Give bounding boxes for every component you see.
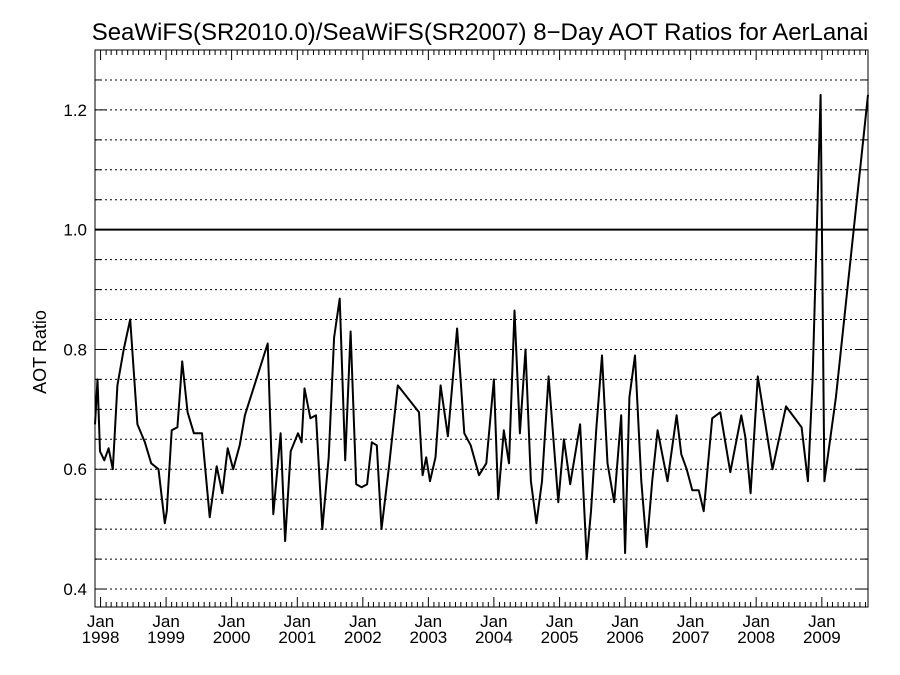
x-tick-year-label: 2008 [737,628,775,647]
x-tick-labels: Jan1998Jan1999Jan2000Jan2001Jan2002Jan20… [82,612,841,647]
series-line [94,93,869,561]
chart-title: SeaWiFS(SR2010.0)/SeaWiFS(SR2007) 8−Day … [92,19,869,46]
y-axis-label: AOT Ratio [30,310,50,394]
x-tick-month-label: Jan [152,612,179,631]
x-tick-year-label: 2002 [344,628,382,647]
x-tick-month-label: Jan [677,612,704,631]
x-tick-month-label: Jan [218,612,245,631]
x-tick-month-label: Jan [480,612,507,631]
x-tick-year-label: 2007 [672,628,710,647]
y-tick-label: 1.0 [63,221,87,240]
y-tick-label: 0.6 [63,460,87,479]
plot-frame [94,49,869,608]
x-tick-year-label: 2000 [213,628,251,647]
y-tick-label: 0.4 [63,580,87,599]
series-layer [94,93,869,561]
x-tick-month-label: Jan [349,612,376,631]
y-tick-label: 0.8 [63,340,87,359]
x-tick-month-label: Jan [415,612,442,631]
x-tick-month-label: Jan [742,612,769,631]
x-tick-month-label: Jan [87,612,114,631]
x-tick-year-label: 2003 [409,628,447,647]
x-tick-month-label: Jan [808,612,835,631]
x-tick-year-label: 2005 [541,628,579,647]
axes [94,49,869,608]
y-tick-labels: 0.4 0.6 0.8 1.0 1.2 [63,101,87,599]
grid-lines [95,49,868,590]
x-tick-year-label: 2004 [475,628,513,647]
x-tick-month-label: Jan [546,612,573,631]
x-tick-year-label: 1999 [147,628,185,647]
x-tick-month-label: Jan [611,612,638,631]
y-tick-label: 1.2 [63,101,87,120]
x-tick-year-label: 1998 [82,628,120,647]
x-tick-month-label: Jan [284,612,311,631]
x-tick-year-label: 2006 [606,628,644,647]
x-tick-year-label: 2009 [803,628,841,647]
x-tick-year-label: 2001 [278,628,316,647]
